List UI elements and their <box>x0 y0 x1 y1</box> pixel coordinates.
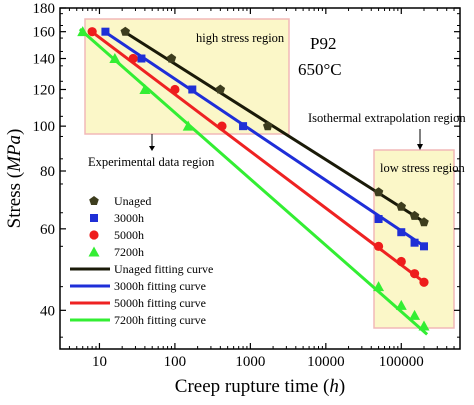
data-point-3000h-2 <box>188 85 197 94</box>
data-point-3000h-0 <box>101 27 110 36</box>
data-point-7200h-0 <box>77 26 89 37</box>
legend-label-0: Unaged <box>114 194 151 208</box>
experimental-arrow-head <box>149 146 155 151</box>
data-point-unaged-3 <box>263 121 273 131</box>
data-point-3000h-7 <box>419 242 428 251</box>
annotation-low-stress-region: low stress region <box>380 161 465 175</box>
legend-marker-3 <box>88 246 100 257</box>
annotation-high-stress: high stress region <box>196 31 285 45</box>
data-point-unaged-2 <box>215 84 226 94</box>
data-point-5000h-1 <box>128 53 138 64</box>
legend-label-3: 7200h <box>114 245 144 259</box>
annotation-isothermal-region: Isothermal extrapolation region <box>308 111 466 125</box>
data-point-unaged-7 <box>419 217 429 227</box>
data-point-3000h-5 <box>397 228 406 237</box>
data-point-7200h-6 <box>409 309 421 320</box>
legend-marker-1 <box>90 214 98 222</box>
data-point-5000h-7 <box>419 277 429 287</box>
y-tick-label-7: 180 <box>33 1 56 17</box>
data-point-7200h-3 <box>182 120 194 131</box>
y-tick-label-2: 80 <box>40 164 55 180</box>
legend-label-1: 3000h <box>114 211 144 225</box>
legend-fit-label-0: Unaged fitting curve <box>114 262 213 276</box>
y-tick-label-4: 120 <box>33 83 56 99</box>
isothermal-arrow-head <box>417 144 423 150</box>
x-tick-label-3: 10000 <box>307 354 345 370</box>
data-point-3000h-4 <box>374 215 383 224</box>
annotation-experimental-region: Experimental data region <box>88 155 215 169</box>
data-point-5000h-6 <box>409 269 420 279</box>
data-point-5000h-0 <box>87 27 97 37</box>
annotation-temperature: 650°C <box>298 60 342 79</box>
x-tick-label-2: 1000 <box>235 354 265 370</box>
x-tick-label-4: 100000 <box>379 354 424 370</box>
data-point-3000h-6 <box>410 238 419 247</box>
fit-line-2 <box>89 29 429 286</box>
data-point-5000h-3 <box>217 121 227 131</box>
data-point-unaged-4 <box>373 187 384 197</box>
annotation-steel-grade: P92 <box>310 34 336 53</box>
data-point-3000h-1 <box>137 54 146 63</box>
data-point-5000h-2 <box>170 84 180 95</box>
legend-fit-label-1: 3000h fitting curve <box>114 279 206 293</box>
legend-label-2: 5000h <box>114 228 144 242</box>
y-tick-label-3: 100 <box>33 119 56 135</box>
x-tick-label-1: 100 <box>164 354 187 370</box>
data-point-unaged-0 <box>120 26 130 36</box>
data-point-5000h-5 <box>396 256 406 267</box>
y-axis-title: Stress (MPa) <box>4 129 25 229</box>
y-tick-label-0: 40 <box>40 303 55 319</box>
legend-marker-2 <box>89 230 99 240</box>
y-tick-label-6: 160 <box>33 25 56 41</box>
plot-frame <box>59 7 461 350</box>
data-point-unaged-1 <box>166 53 177 63</box>
data-point-7200h-4 <box>373 281 385 292</box>
fit-line-1 <box>101 29 428 250</box>
fit-line-3 <box>78 28 429 336</box>
data-point-3000h-3 <box>239 122 248 131</box>
data-point-unaged-6 <box>409 210 420 220</box>
data-point-7200h-2 <box>139 84 151 95</box>
y-tick-label-1: 60 <box>40 222 55 238</box>
legend-fit-label-2: 5000h fitting curve <box>114 296 206 310</box>
data-point-7200h-1 <box>109 53 121 64</box>
legend-fit-label-3: 7200h fitting curve <box>114 313 206 327</box>
data-point-7200h-7 <box>418 320 430 331</box>
data-point-unaged-5 <box>396 201 406 211</box>
legend-marker-0 <box>89 196 99 205</box>
y-tick-label-5: 140 <box>33 52 56 68</box>
x-axis-title: Creep rupture time (h) <box>175 376 345 397</box>
data-point-5000h-4 <box>373 241 384 251</box>
data-point-7200h-5 <box>395 299 407 310</box>
x-tick-label-0: 10 <box>92 354 107 370</box>
